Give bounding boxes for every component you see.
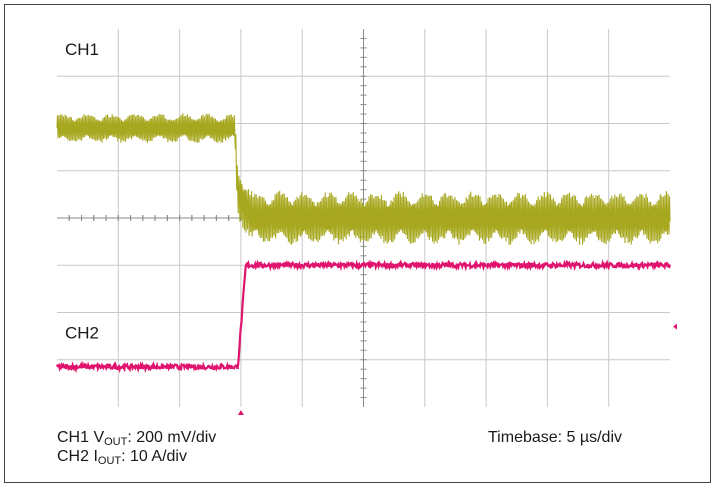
trigger-marker-bottom [237, 410, 244, 415]
scope-traces [55, 113, 672, 374]
channel-labels: CH1 CH2 [65, 40, 99, 342]
trace-ch2 [55, 259, 672, 374]
channel-label-ch1: CH1 [65, 40, 99, 59]
trace-ch1 [56, 113, 671, 245]
trigger-marker-right [673, 323, 677, 330]
scale-caption: CH1 VOUT: 200 mV/div CH2 IOUT: 10 A/div [57, 428, 217, 467]
figure-frame [4, 4, 711, 483]
timebase-label: Timebase: 5 µs/div [488, 429, 623, 446]
ch2-scale-label: CH2 IOUT: 10 A/div [57, 448, 187, 467]
trigger-markers [237, 323, 677, 415]
channel-label-ch2: CH2 [65, 323, 99, 342]
ch1-scale-label: CH1 VOUT: 200 mV/div [57, 429, 217, 448]
